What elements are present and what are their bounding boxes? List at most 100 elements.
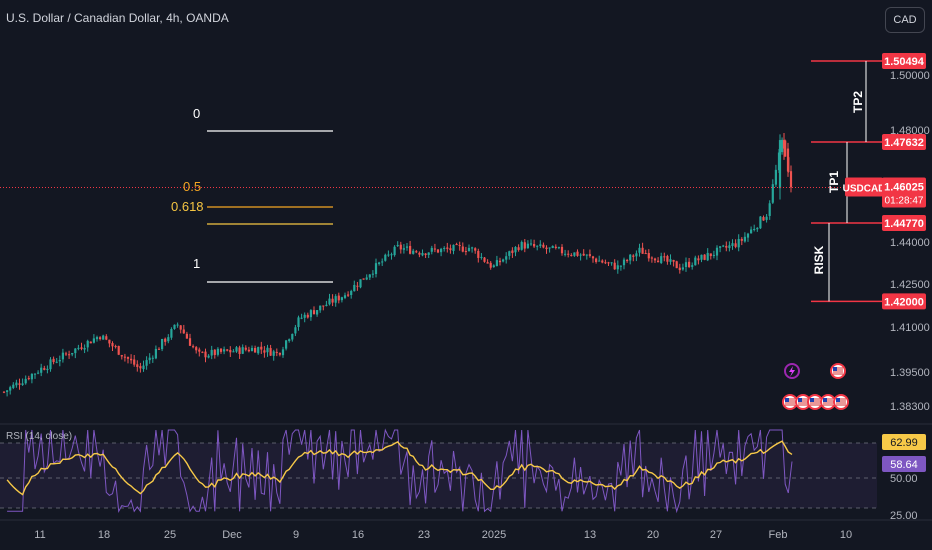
candle — [734, 239, 737, 249]
candle-body — [328, 298, 331, 305]
candle-body — [675, 261, 678, 269]
candle-body — [762, 217, 765, 221]
candle-body — [678, 267, 681, 271]
candle-body — [533, 244, 536, 247]
candle — [319, 305, 322, 313]
candle — [6, 389, 9, 397]
candle — [229, 346, 232, 358]
candle-body — [136, 364, 139, 367]
candle — [409, 240, 412, 255]
candle — [260, 341, 263, 354]
candle-body — [378, 262, 381, 264]
candle — [89, 341, 92, 344]
candle — [219, 348, 223, 354]
candle-body — [55, 361, 58, 363]
candle-body — [737, 239, 740, 248]
candle-body — [148, 357, 151, 361]
candle-body — [585, 254, 588, 256]
candle-body — [782, 140, 786, 149]
candle-body — [452, 244, 455, 251]
tp2-zone-label: TP2 — [851, 91, 865, 113]
candle-body — [257, 347, 260, 354]
candle — [669, 254, 672, 265]
candle-body — [92, 338, 95, 343]
candle-body — [567, 253, 570, 255]
time-axis-label: 9 — [293, 529, 299, 541]
candle-body — [781, 139, 784, 153]
candle — [291, 333, 294, 342]
candle — [71, 352, 74, 357]
candle — [263, 346, 266, 358]
candle-body — [356, 285, 359, 287]
candle-body — [712, 254, 715, 256]
candle-body — [2, 391, 6, 393]
candle — [334, 294, 337, 307]
candle — [725, 241, 728, 252]
candle-body — [728, 245, 731, 249]
candle-body — [595, 258, 598, 262]
candle-body — [71, 352, 74, 355]
rsi-axis-label: 25.00 — [890, 510, 918, 522]
candle — [164, 337, 167, 346]
rsi-ma-tag-bg — [882, 434, 926, 450]
candle-body — [269, 348, 272, 356]
candle — [719, 246, 722, 253]
currency-button[interactable]: CAD — [885, 7, 925, 33]
candle — [613, 259, 616, 270]
candle-body — [502, 259, 505, 262]
candle — [316, 310, 319, 317]
flag-icon-canton — [823, 398, 827, 402]
candle — [464, 246, 467, 256]
level-tag-value: 1.42000 — [884, 296, 924, 308]
candle — [64, 351, 68, 356]
candle — [356, 281, 359, 291]
candle — [179, 325, 182, 334]
candle — [83, 344, 86, 354]
candle-body — [157, 348, 161, 350]
candle — [235, 345, 238, 353]
candle — [399, 241, 402, 254]
candle-body — [700, 254, 703, 260]
candle-body — [126, 357, 130, 359]
candle-body — [139, 366, 142, 369]
candle-body — [449, 248, 452, 251]
candle — [564, 249, 567, 257]
rsi-axis-label: 50.00 — [890, 473, 918, 485]
candle — [353, 280, 356, 292]
candle — [641, 242, 644, 254]
flag-icon-canton — [810, 398, 814, 402]
candle — [37, 370, 40, 375]
candle-body — [334, 296, 337, 303]
candle — [145, 356, 148, 370]
candle-body — [477, 250, 480, 258]
candle-body — [316, 310, 319, 315]
candle — [343, 292, 347, 300]
candle-body — [275, 351, 278, 353]
candle — [629, 254, 632, 265]
candle — [573, 252, 576, 257]
candle-body — [415, 251, 418, 253]
candle-body — [505, 256, 508, 260]
candle — [551, 245, 554, 249]
candle — [322, 305, 325, 311]
countdown-timer: 01:28:47 — [885, 195, 924, 206]
candle-body — [325, 304, 328, 306]
candle-body — [176, 324, 179, 326]
candle-body — [281, 349, 285, 356]
candle — [257, 346, 260, 355]
candle — [653, 257, 657, 264]
last-price-tag-bg — [882, 177, 926, 208]
rsi-line — [7, 428, 793, 514]
candle-body — [306, 314, 309, 318]
candle-body — [474, 248, 477, 251]
candle-body — [250, 347, 254, 351]
candle-body — [210, 349, 213, 356]
candle — [678, 263, 681, 274]
candle-body — [95, 337, 99, 340]
candle — [768, 200, 771, 220]
candle — [254, 345, 257, 353]
time-axis-label: 18 — [98, 529, 110, 541]
level-tag-tp1-target: 1.47632 — [882, 133, 926, 150]
fib-label-0-618: 0.618 — [171, 199, 204, 214]
